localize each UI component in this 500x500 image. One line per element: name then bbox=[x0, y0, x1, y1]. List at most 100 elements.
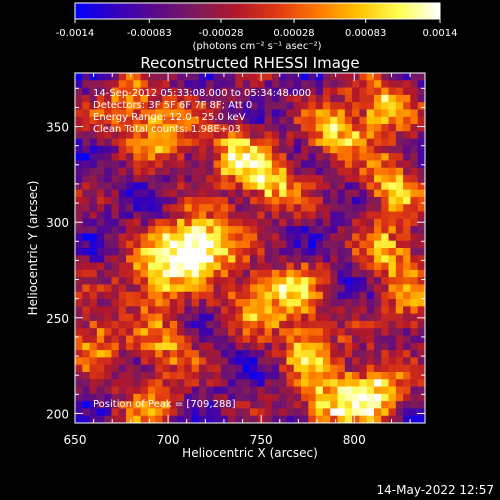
heatmap-cell bbox=[220, 262, 229, 271]
heatmap-cell bbox=[147, 350, 156, 358]
heatmap-cell bbox=[198, 211, 207, 220]
heatmap-cell bbox=[271, 131, 280, 140]
heatmap-cell bbox=[388, 124, 397, 132]
heatmap-cell bbox=[191, 109, 200, 118]
heatmap-cell bbox=[140, 255, 149, 264]
heatmap-cell bbox=[395, 269, 404, 278]
heatmap-cell bbox=[111, 328, 120, 337]
heatmap-cell bbox=[235, 167, 244, 176]
heatmap-cell bbox=[403, 262, 412, 271]
heatmap-cell bbox=[395, 262, 404, 271]
heatmap-cell bbox=[359, 284, 368, 293]
heatmap-cell bbox=[82, 342, 91, 351]
heatmap-cell bbox=[206, 328, 215, 337]
heatmap-cell bbox=[198, 357, 207, 366]
heatmap-cell bbox=[403, 145, 412, 154]
heatmap-cell bbox=[344, 196, 353, 205]
heatmap-cell bbox=[286, 248, 295, 256]
heatmap-cell bbox=[198, 342, 207, 351]
heatmap-cell bbox=[147, 328, 156, 337]
heatmap-cell bbox=[235, 189, 244, 198]
heatmap-cell bbox=[228, 218, 237, 227]
heatmap-cell bbox=[388, 364, 397, 373]
heatmap-cell bbox=[417, 131, 425, 140]
heatmap-cell bbox=[366, 153, 375, 162]
heatmap-cell bbox=[75, 116, 83, 125]
heatmap-cell bbox=[235, 328, 244, 337]
heatmap-cell bbox=[264, 167, 273, 176]
heatmap-cell bbox=[381, 116, 390, 125]
heatmap-cell bbox=[417, 255, 425, 264]
heatmap-cell bbox=[293, 175, 302, 183]
heatmap-cell bbox=[344, 371, 353, 380]
heatmap-cell bbox=[395, 248, 404, 256]
heatmap-cell bbox=[111, 364, 120, 373]
heatmap-cell bbox=[279, 262, 288, 271]
heatmap-cell bbox=[315, 342, 324, 351]
heatmap-cell bbox=[89, 335, 98, 344]
heatmap-cell bbox=[264, 211, 273, 220]
heatmap-cell bbox=[293, 218, 302, 227]
heatmap-cell bbox=[352, 240, 360, 249]
heatmap-cell bbox=[228, 350, 237, 358]
heatmap-cell bbox=[177, 218, 185, 227]
heatmap-cell bbox=[184, 204, 193, 213]
heatmap-cell bbox=[220, 342, 229, 351]
heatmap-cell bbox=[235, 153, 244, 162]
heatmap-cell bbox=[388, 116, 397, 125]
heatmap-cell bbox=[75, 94, 83, 103]
heatmap-cell bbox=[403, 342, 412, 351]
heatmap-cell bbox=[206, 342, 215, 351]
heatmap-cell bbox=[82, 408, 91, 417]
heatmap-cell bbox=[381, 196, 390, 205]
heatmap-cell bbox=[133, 291, 142, 300]
heatmap-cell bbox=[301, 291, 309, 300]
heatmap-cell bbox=[184, 233, 193, 242]
heatmap-cell bbox=[373, 102, 382, 111]
heatmap-cell bbox=[403, 94, 412, 103]
heatmap-cell bbox=[89, 299, 98, 307]
heatmap-cell bbox=[89, 262, 98, 271]
heatmap-cell bbox=[388, 248, 397, 256]
heatmap-cell bbox=[89, 138, 98, 147]
heatmap-cell bbox=[206, 291, 215, 300]
heatmap-cell bbox=[96, 182, 105, 191]
heatmap-cell bbox=[381, 335, 390, 344]
heatmap-cell bbox=[162, 94, 171, 103]
heatmap-cell bbox=[75, 87, 83, 96]
heatmap-cell bbox=[301, 328, 309, 337]
heatmap-cell bbox=[177, 94, 185, 103]
heatmap-cell bbox=[191, 386, 200, 395]
heatmap-cell bbox=[286, 153, 295, 162]
heatmap-cell bbox=[301, 189, 309, 198]
heatmap-cell bbox=[301, 196, 309, 205]
heatmap-cell bbox=[381, 284, 390, 293]
heatmap-cell bbox=[75, 277, 83, 286]
heatmap-cell bbox=[206, 335, 215, 344]
heatmap-cell bbox=[206, 350, 215, 358]
heatmap-cell bbox=[257, 328, 266, 337]
heatmap-cell bbox=[96, 262, 105, 271]
heatmap-cell bbox=[228, 255, 237, 264]
heatmap-cell bbox=[373, 124, 382, 132]
heatmap-cell bbox=[337, 116, 346, 125]
heatmap-cell bbox=[352, 386, 360, 395]
heatmap-cell bbox=[206, 138, 215, 147]
heatmap-cell bbox=[220, 313, 229, 322]
heatmap-cell bbox=[257, 277, 266, 286]
heatmap-cell bbox=[301, 313, 309, 322]
heatmap-cell bbox=[104, 175, 113, 183]
heatmap-cell bbox=[322, 284, 331, 293]
heatmap-cell bbox=[155, 393, 164, 402]
heatmap-cell bbox=[366, 102, 375, 111]
heatmap-cell bbox=[366, 284, 375, 293]
heatmap-cell bbox=[250, 218, 258, 227]
heatmap-cell bbox=[337, 393, 346, 402]
heatmap-cell bbox=[220, 386, 229, 395]
heatmap-cell bbox=[147, 240, 156, 249]
heatmap-cell bbox=[96, 393, 105, 402]
heatmap-cell bbox=[96, 204, 105, 213]
heatmap-cell bbox=[330, 342, 339, 351]
heatmap-cell bbox=[111, 109, 120, 118]
heatmap-cell bbox=[388, 189, 397, 198]
